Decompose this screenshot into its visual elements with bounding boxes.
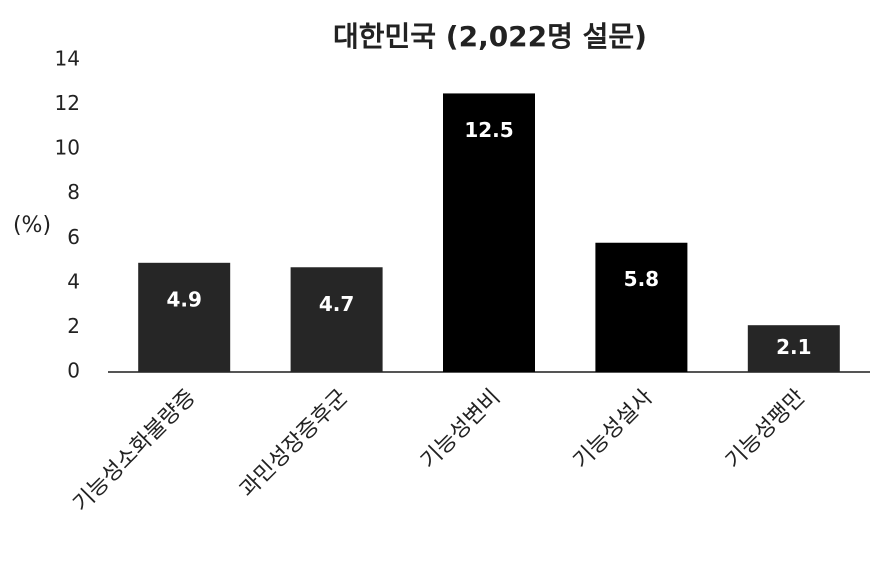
x-tick-label: 기능성변비 [416, 385, 505, 474]
y-tick-label: 14 [55, 47, 80, 71]
value-label: 12.5 [464, 118, 513, 142]
bar [138, 262, 231, 372]
x-tick-label: 기능성설사 [569, 385, 658, 474]
value-label: 5.8 [624, 267, 659, 291]
y-tick-label: 10 [55, 136, 80, 160]
y-tick-label: 8 [67, 180, 80, 204]
bar [443, 93, 535, 372]
value-label: 4.7 [319, 292, 354, 316]
bar [290, 267, 383, 372]
value-label: 2.1 [776, 335, 811, 359]
y-tick-label: 4 [67, 269, 80, 293]
y-axis-label: (%) [13, 213, 51, 238]
value-label: 4.9 [166, 287, 201, 311]
y-tick-label: 2 [67, 314, 80, 338]
bar [595, 242, 688, 372]
x-tick-label: 기능성소화불량증 [69, 385, 201, 517]
y-tick-label: 6 [67, 225, 80, 249]
chart-title: 대한민국 (2,022명 설문) [333, 20, 647, 53]
bar [747, 325, 840, 372]
y-tick-label: 0 [67, 359, 80, 383]
x-tick-label: 과민성장증후군 [235, 385, 353, 503]
x-tick-label: 기능성팽만 [721, 385, 810, 474]
y-tick-label: 12 [55, 91, 80, 115]
